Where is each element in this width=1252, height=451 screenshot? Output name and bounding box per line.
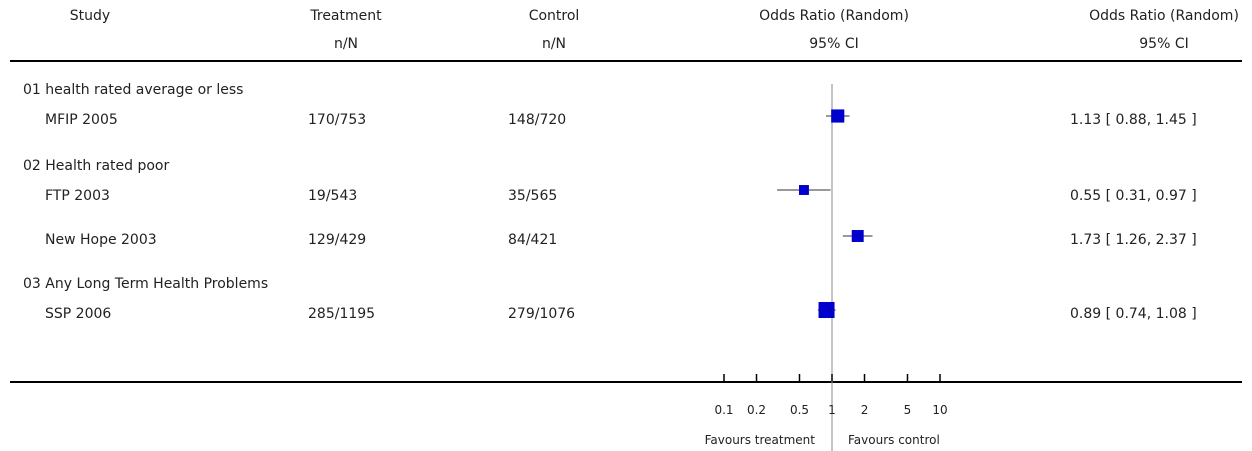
- study-header: Study: [69, 8, 111, 24]
- group-title: 01 health rated average or less: [23, 82, 244, 98]
- ci-text-subheader: 95% CI: [1139, 36, 1189, 52]
- study-name: MFIP 2005: [45, 112, 118, 128]
- x-tick-label: 10: [932, 403, 947, 417]
- header-rule: [10, 60, 1242, 62]
- point-estimate: [831, 109, 845, 123]
- control-value: 84/421: [508, 232, 558, 248]
- or-ci-value: 1.13 [ 0.88, 1.45 ]: [1070, 112, 1197, 128]
- ci-plot-subheader: 95% CI: [809, 36, 859, 52]
- x-tick-label: 0.5: [790, 403, 809, 417]
- favours-treatment-label: Favours treatment: [704, 433, 815, 447]
- treatment-value: 285/1195: [308, 306, 376, 322]
- treatment-header: Treatment: [310, 8, 382, 24]
- point-estimate: [818, 302, 835, 318]
- group-title: 02 Health rated poor: [23, 158, 170, 174]
- point-estimate: [798, 185, 809, 195]
- or-text-header: Odds Ratio (Random): [1089, 8, 1239, 24]
- x-tick-label: 2: [861, 403, 869, 417]
- x-tick-label: 0.1: [714, 403, 733, 417]
- control-subheader: n/N: [541, 36, 567, 52]
- footer-rule: [10, 381, 1242, 383]
- x-tick-label: 0.2: [747, 403, 766, 417]
- treatment-value: 129/429: [308, 232, 367, 248]
- control-value: 148/720: [508, 112, 567, 128]
- control-header: Control: [528, 8, 580, 24]
- or-plot-header: Odds Ratio (Random): [759, 8, 909, 24]
- favours-control-label: Favours control: [848, 433, 940, 447]
- treatment-subheader: n/N: [333, 36, 359, 52]
- x-tick-label: 1: [828, 403, 836, 417]
- study-name: SSP 2006: [45, 306, 112, 322]
- or-ci-value: 1.73 [ 1.26, 2.37 ]: [1070, 232, 1197, 248]
- control-value: 279/1076: [508, 306, 576, 322]
- control-value: 35/565: [508, 188, 558, 204]
- study-name: FTP 2003: [45, 188, 110, 204]
- treatment-value: 19/543: [308, 188, 358, 204]
- or-ci-value: 0.55 [ 0.31, 0.97 ]: [1070, 188, 1197, 204]
- group-title: 03 Any Long Term Health Problems: [23, 276, 269, 292]
- or-ci-value: 0.89 [ 0.74, 1.08 ]: [1070, 306, 1197, 322]
- treatment-value: 170/753: [308, 112, 367, 128]
- x-tick-label: 5: [904, 403, 912, 417]
- study-name: New Hope 2003: [45, 232, 157, 248]
- point-estimate: [851, 230, 864, 242]
